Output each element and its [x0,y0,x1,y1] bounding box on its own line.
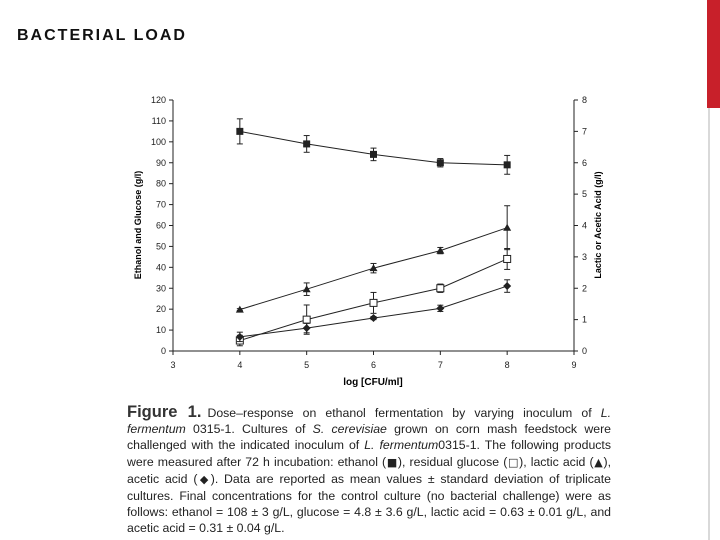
caption-species: L. fermentum [364,438,439,453]
axes: 3 4 5 6 7 8 9010203040506070809010011012001234… [151,95,587,370]
acetic-acid-series [235,279,512,343]
glucose-point [369,298,378,307]
y-right-tick-label: 2 [582,283,587,293]
x-axis-title: log [CFU/ml] [343,377,402,388]
acetic-acid-point [235,332,244,341]
y-right-tick-label: 8 [582,95,587,105]
ethanol-point [303,140,311,148]
caption-species: S. cerevisiae [312,422,387,437]
lactic-acid-point [503,223,512,231]
y-left-tick-label: 50 [156,241,166,251]
y-right-axis-title: Lactic or Acetic Acid (g/l) [593,171,603,278]
caption-text: 0315-1. The following products were meas… [127,438,611,469]
y-left-tick-label: 20 [156,304,166,314]
acetic-acid-point [436,304,445,313]
acetic-marker-icon: ◆ [197,472,211,486]
caption-text: 0315-1. Cultures of [185,422,313,437]
caption-text: ). Data are reported as mean values ± st… [127,471,611,536]
x-tick-label: 9 [571,360,576,370]
slide-title: BACTERIAL LOAD [17,27,187,44]
y-left-tick-label: 40 [156,262,166,272]
glucose-point [302,315,311,324]
ethanol-point [236,127,244,135]
y-right-tick-label: 5 [582,189,587,199]
y-left-axis-title: Ethanol and Glucose (g/l) [133,171,143,280]
lactic-acid-point [436,246,445,254]
caption-text: grown on corn mash feedstock were challe… [127,422,612,453]
ethanol-marker-icon: ■ [386,455,398,469]
lactic-marker-icon: ▲ [593,455,604,469]
y-left-tick-label: 60 [156,221,166,231]
y-right-tick-label: 0 [582,346,587,356]
side-divider [708,108,710,540]
glucose-point [436,284,445,293]
lactic-acid-point [302,285,311,293]
y-right-tick-label: 1 [582,315,587,325]
ethanol-point [436,159,444,167]
caption-text: ), lactic acid ( [519,454,594,469]
caption-text: Dose–response on ethanol fermentation by… [207,406,601,420]
x-tick-label: 3 [170,360,175,370]
glucose-series [235,248,512,347]
glucose-point [503,254,512,263]
x-tick-label: 7 [438,360,443,370]
y-right-tick-label: 7 [582,126,587,136]
series [235,118,512,347]
lactic-acid-series [235,205,512,313]
acetic-acid-point [369,314,378,323]
dose-response-chart: 3 4 5 6 7 8 9010203040506070809010011012001234… [133,95,603,388]
y-left-tick-label: 10 [156,325,166,335]
y-left-tick-label: 90 [156,158,166,168]
figure-label: Figure 1. [127,403,202,421]
y-left-tick-label: 120 [151,95,166,105]
y-left-tick-label: 80 [156,179,166,189]
caption-species: L. fermentum [127,406,611,437]
x-tick-label: 6 [371,360,376,370]
lactic-acid-point [235,305,244,313]
y-right-tick-label: 4 [582,221,587,231]
y-left-tick-label: 70 [156,200,166,210]
ethanol-series [236,118,511,175]
y-right-tick-label: 6 [582,158,587,168]
x-tick-label: 8 [505,360,510,370]
y-right-tick-label: 3 [582,252,587,262]
accent-bar [707,0,720,108]
ethanol-point [370,150,377,158]
y-left-tick-label: 30 [156,283,166,293]
figure-panel: 3 4 5 6 7 8 9 0 10 20 30 40 50 60 70 80 90 100 110 120 0 1 2 3 4… [115,88,615,540]
caption-text: ), acetic acid ( [127,454,611,486]
y-left-tick-label: 0 [161,346,166,356]
y-left-tick-label: 110 [152,116,166,126]
ethanol-point [503,161,511,169]
x-tick-label: 5 [304,360,309,370]
glucose-marker-icon: □ [507,455,520,469]
acetic-acid-point [302,324,311,333]
acetic-acid-point [503,282,512,291]
figure-caption: Figure 1. Dose–response on ethanol fermen… [127,404,611,537]
caption-text: ), residual glucose ( [397,454,508,469]
x-tick-label: 4 [237,360,242,370]
lactic-acid-point [369,264,378,272]
y-left-tick-label: 100 [151,137,166,147]
